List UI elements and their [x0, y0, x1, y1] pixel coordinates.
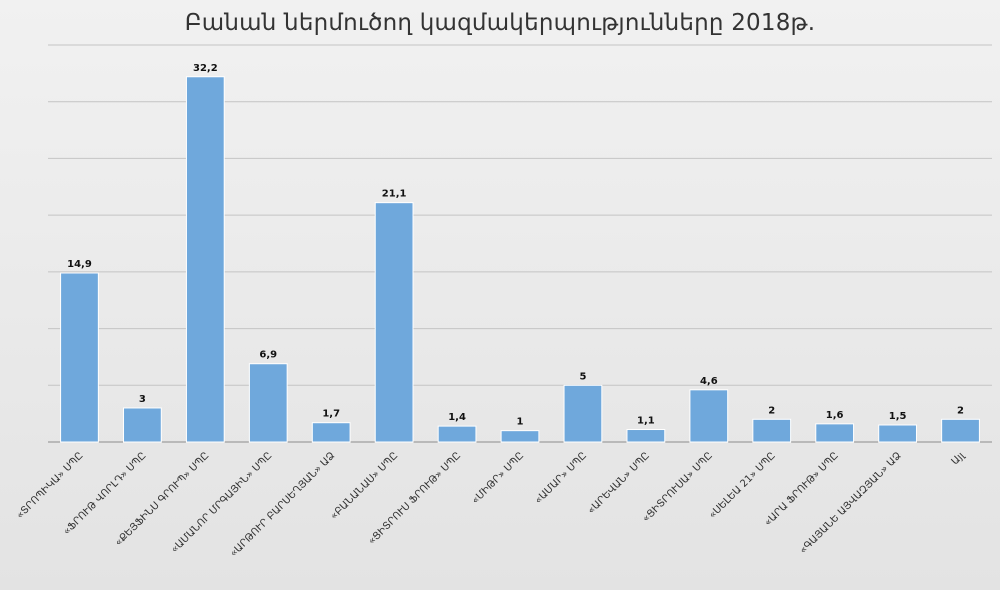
bar [374, 202, 414, 443]
bar-value-label: 4,6 [700, 376, 718, 387]
category-label: Այլ [950, 449, 968, 467]
category-label: «ԲԱՆԱՆԱՍ» ՍՊԸ [329, 450, 401, 522]
bar [311, 422, 351, 443]
bar [878, 424, 917, 443]
chart-title: Բանան ներմուծող կազմակերպությունները 201… [184, 10, 816, 36]
bar-value-label: 1,7 [322, 409, 340, 420]
bar-value-label: 6,9 [259, 350, 277, 361]
bar [60, 272, 99, 443]
bar [815, 423, 855, 443]
category-label: «ԱՐԵՎԱՆ» ՍՊԸ [586, 450, 652, 516]
bar-value-label: 1,5 [889, 411, 907, 422]
bar [437, 425, 477, 443]
bar-value-label: 2 [768, 405, 775, 416]
category-label: «ՍԵԼԵԱ 21» ՍՊԸ [707, 450, 778, 521]
bar [563, 384, 603, 443]
category-label: «ՄԻԹՐ» ՍՊԸ [470, 450, 526, 506]
bar-value-label: 1,4 [448, 412, 466, 423]
bar [752, 418, 792, 443]
bar-value-label: 1 [517, 417, 524, 428]
bar [185, 76, 225, 443]
bar [626, 429, 666, 443]
bar-value-label: 32,2 [193, 63, 218, 74]
bar [123, 407, 162, 443]
category-label: «ԱՄԱՆՈՐ ՄՐԳԱՅԻՆ» ՍՊԸ [169, 450, 274, 555]
bar-value-label: 1,1 [637, 416, 655, 427]
bar [941, 418, 980, 443]
category-label: «ԳԱՅԱՆԵ ԱՅՎԱԶՅԱՆ» ԱՁ [798, 450, 904, 556]
bar [248, 363, 288, 443]
bar-value-label: 5 [579, 371, 586, 382]
bar [500, 430, 540, 443]
category-label: «ՏՐՈՊԻԿԱ» ՍՊԸ [15, 450, 86, 521]
bar [689, 389, 729, 443]
bar-value-label: 3 [139, 394, 146, 405]
category-label: «ԱՄԱՐ» ՍՊԸ [533, 450, 589, 506]
category-label: «ՑԻՏՐՈՒՍԱ» ՍՊԸ [641, 450, 715, 524]
bar-value-label: 14,9 [67, 259, 92, 270]
category-label: «ԱՐԹՈՒՐ ԲԱՐՍԵՂՅԱՆ» ԱՁ [228, 450, 337, 559]
bar-value-label: 2 [957, 405, 964, 416]
bar-value-label: 21,1 [382, 189, 407, 200]
bar-value-label: 1,6 [826, 410, 844, 421]
